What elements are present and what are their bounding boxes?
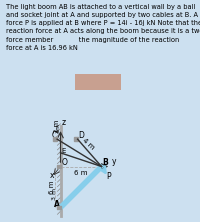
Bar xyxy=(53,137,57,141)
Text: 3m: 3m xyxy=(56,123,61,133)
Text: C: C xyxy=(51,131,57,141)
Text: The light boom AB is attached to a vertical wall by a ball
and socket joint at A: The light boom AB is attached to a verti… xyxy=(6,4,200,51)
Text: O: O xyxy=(61,159,67,167)
Text: 4 m: 4 m xyxy=(81,137,95,151)
Text: 3 m: 3 m xyxy=(52,188,57,200)
Text: 6 m: 6 m xyxy=(74,170,88,176)
Text: z: z xyxy=(62,118,66,127)
Bar xyxy=(57,165,61,168)
Text: 6 m: 6 m xyxy=(49,180,55,194)
Bar xyxy=(74,137,78,141)
Text: y: y xyxy=(112,157,117,166)
Text: D: D xyxy=(78,131,84,140)
Text: E: E xyxy=(61,148,66,154)
FancyBboxPatch shape xyxy=(75,74,121,89)
Text: x: x xyxy=(50,171,54,180)
Text: A: A xyxy=(54,200,60,210)
Bar xyxy=(57,206,61,209)
Text: 2 m: 2 m xyxy=(54,120,60,133)
Text: B: B xyxy=(103,159,108,167)
Text: P: P xyxy=(106,172,111,181)
